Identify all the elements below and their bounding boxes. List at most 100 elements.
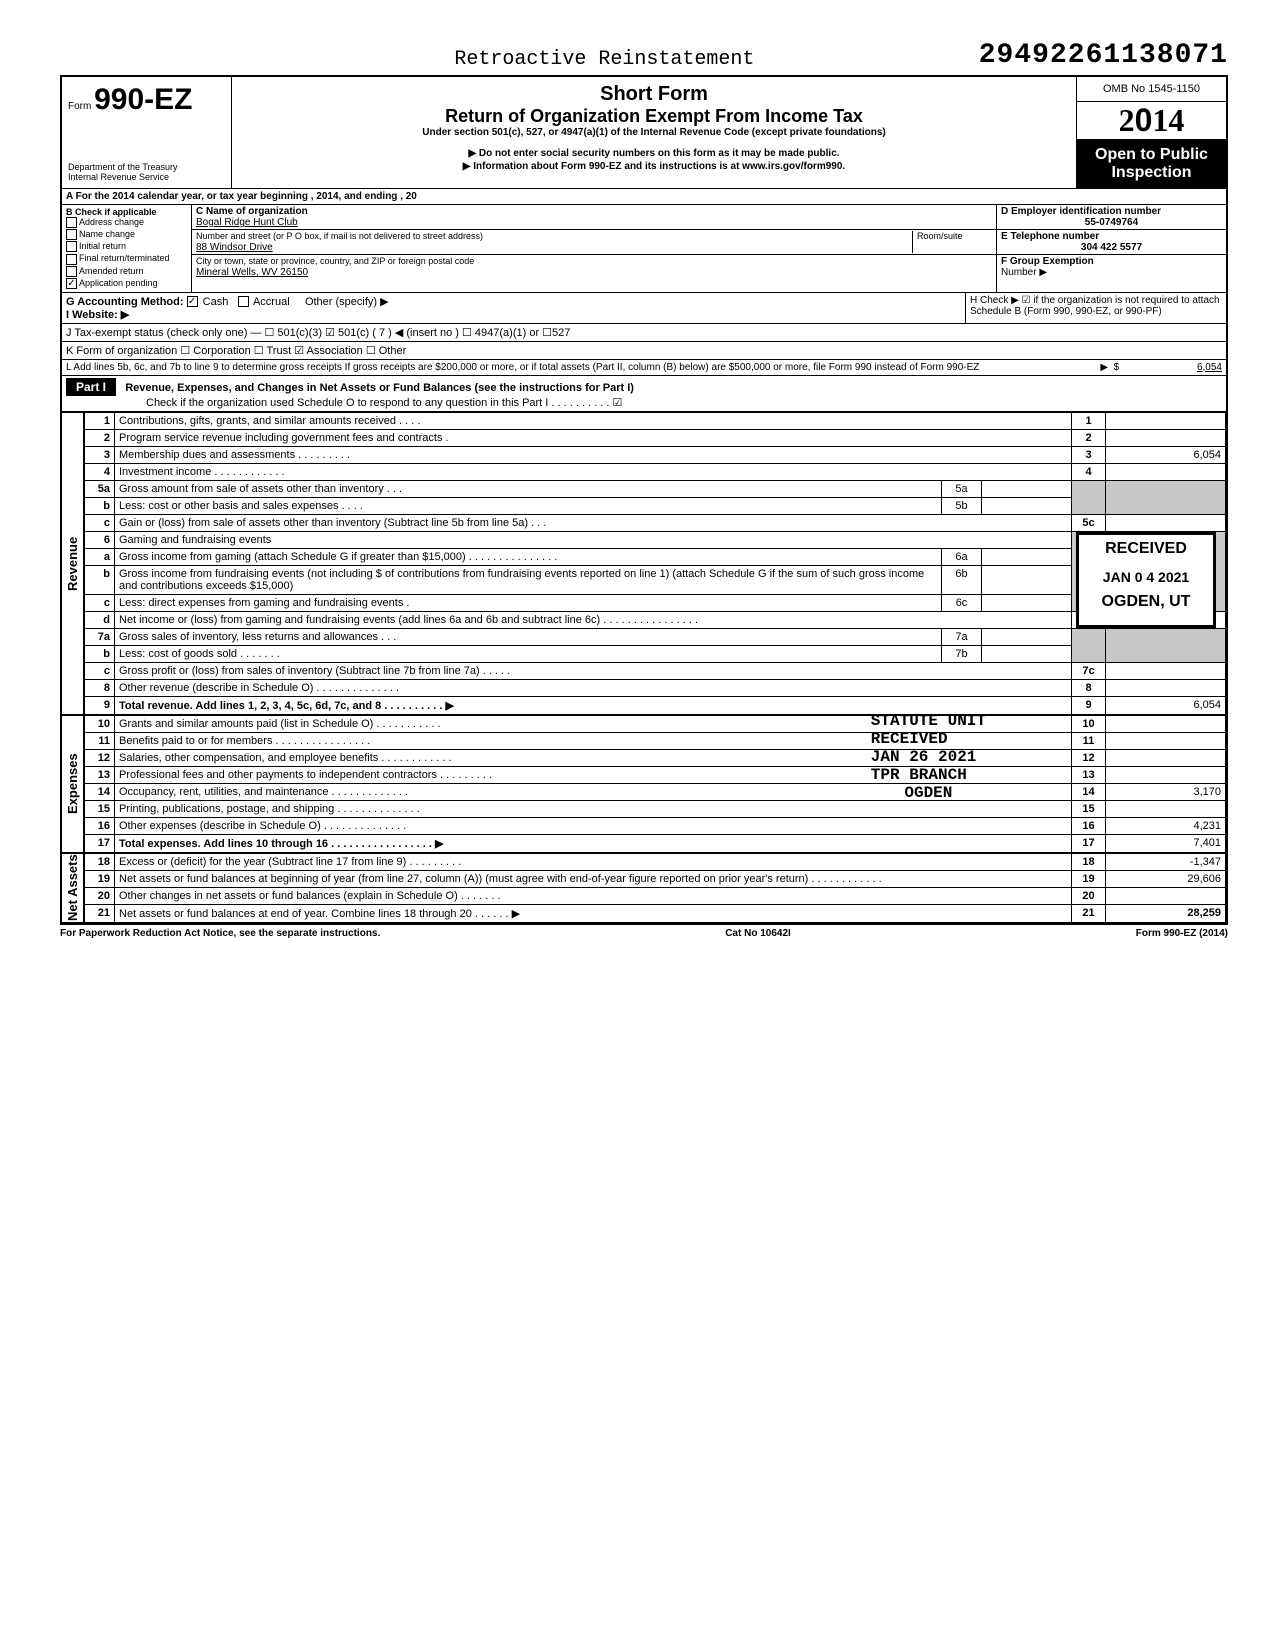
- revenue-table: 1Contributions, gifts, grants, and simil…: [84, 412, 1226, 715]
- footer-mid: Cat No 10642I: [725, 928, 791, 939]
- form-label: Form: [68, 101, 91, 112]
- open-public-badge: Open to Public Inspection: [1077, 140, 1226, 188]
- dept-treasury: Department of the Treasury: [68, 162, 225, 172]
- side-netassets: Net Assets: [62, 853, 84, 923]
- lines-container: RECEIVED JAN 0 4 2021 OGDEN, UT STATUTE …: [62, 412, 1226, 923]
- retro-title: Retroactive Reinstatement: [230, 48, 979, 71]
- city-label: City or town, state or province, country…: [196, 256, 474, 266]
- chk-name-change[interactable]: Name change: [66, 229, 187, 240]
- city-value: Mineral Wells, WV 26150: [196, 267, 308, 278]
- subtitle: Under section 501(c), 527, or 4947(a)(1)…: [240, 127, 1068, 138]
- g-label: G Accounting Method:: [66, 296, 184, 308]
- chk-app-pending[interactable]: ✓Application pending: [66, 278, 187, 289]
- footer-left: For Paperwork Reduction Act Notice, see …: [60, 928, 380, 939]
- line-13: 13Professional fees and other payments t…: [85, 766, 1226, 783]
- line-16: 16Other expenses (describe in Schedule O…: [85, 817, 1226, 834]
- col-def: D Employer identification number 55-0749…: [996, 205, 1226, 292]
- line-14: 14Occupancy, rent, utilities, and mainte…: [85, 783, 1226, 800]
- street-row: Number and street (or P O box, if mail i…: [192, 230, 996, 255]
- line-12: 12Salaries, other compensation, and empl…: [85, 749, 1226, 766]
- room-label: Room/suite: [912, 231, 992, 253]
- part1-check-line: Check if the organization used Schedule …: [66, 396, 1222, 409]
- org-name: Bogal Ridge Hunt Club: [196, 217, 298, 228]
- department-box: Department of the Treasury Internal Reve…: [68, 162, 225, 182]
- section-bcdef: B Check if applicable Address change Nam…: [62, 205, 1226, 293]
- cash-label: Cash: [203, 296, 229, 308]
- chk-initial-return[interactable]: Initial return: [66, 241, 187, 252]
- chk-accrual[interactable]: [238, 296, 249, 307]
- side-expenses: Expenses: [62, 715, 84, 853]
- line-j: J Tax-exempt status (check only one) — ☐…: [62, 324, 1226, 341]
- line-7c: cGross profit or (loss) from sales of in…: [85, 662, 1226, 679]
- line-8: 8Other revenue (describe in Schedule O) …: [85, 679, 1226, 696]
- street-value: 88 Windsor Drive: [196, 242, 273, 253]
- short-form-heading: Short Form: [240, 83, 1068, 106]
- part1-badge: Part I: [66, 378, 116, 396]
- line-a: A For the 2014 calendar year, or tax yea…: [62, 189, 1226, 205]
- title-right: OMB No 1545-1150 20201414 Open to Public…: [1076, 77, 1226, 188]
- ein-value: 55-0749764: [1001, 217, 1222, 228]
- line-i: I Website: ▶: [66, 308, 961, 321]
- netassets-table: 18Excess or (deficit) for the year (Subt…: [84, 853, 1226, 923]
- document-number: 29492261138071: [979, 40, 1228, 71]
- line-4: 4Investment income . . . . . . . . . . .…: [85, 463, 1226, 480]
- chk-amended[interactable]: Amended return: [66, 266, 187, 277]
- form-id-box: Form 990-EZ Department of the Treasury I…: [62, 77, 232, 188]
- e-phone-row: E Telephone number 304 422 5577: [997, 230, 1226, 255]
- omb-number: OMB No 1545-1150: [1077, 77, 1226, 102]
- irs-label: Internal Revenue Service: [68, 172, 225, 182]
- line-5b: bLess: cost or other basis and sales exp…: [85, 497, 1226, 514]
- info-url: ▶ Information about Form 990-EZ and its …: [240, 161, 1068, 172]
- chk-final-return[interactable]: Final return/terminated: [66, 253, 187, 264]
- received-date: JAN 0 4 2021: [1079, 568, 1213, 586]
- phone-value: 304 422 5577: [1001, 242, 1222, 253]
- street-label: Number and street (or P O box, if mail i…: [196, 231, 483, 241]
- line-1: 1Contributions, gifts, grants, and simil…: [85, 412, 1226, 429]
- title-center: Short Form Return of Organization Exempt…: [232, 77, 1076, 188]
- part1-heading: Revenue, Expenses, and Changes in Net As…: [125, 382, 634, 394]
- row-gh: G Accounting Method: ✓ Cash Accrual Othe…: [62, 293, 1226, 324]
- received-label: RECEIVED: [1079, 539, 1213, 560]
- line-20: 20Other changes in net assets or fund ba…: [85, 887, 1226, 904]
- line-21: 21Net assets or fund balances at end of …: [85, 904, 1226, 922]
- line-18: 18Excess or (deficit) for the year (Subt…: [85, 853, 1226, 870]
- line-k-row: K Form of organization ☐ Corporation ☐ T…: [62, 342, 1226, 360]
- expenses-block: Expenses 10Grants and similar amounts pa…: [62, 715, 1226, 853]
- city-row: City or town, state or province, country…: [192, 255, 996, 279]
- revenue-block: Revenue 1Contributions, gifts, grants, a…: [62, 412, 1226, 715]
- c-name-row: C Name of organization Bogal Ridge Hunt …: [192, 205, 996, 230]
- expenses-table: 10Grants and similar amounts paid (list …: [84, 715, 1226, 853]
- chk-cash[interactable]: ✓: [187, 296, 198, 307]
- gross-receipts-value: 6,054: [1122, 362, 1222, 373]
- line-9: 9Total revenue. Add lines 1, 2, 3, 4, 5c…: [85, 696, 1226, 714]
- ssn-warning: ▶ Do not enter social security numbers o…: [240, 148, 1068, 159]
- line-j-row: J Tax-exempt status (check only one) — ☐…: [62, 324, 1226, 342]
- chk-address-change[interactable]: Address change: [66, 217, 187, 228]
- line-l: L Add lines 5b, 6c, and 7b to line 9 to …: [66, 362, 979, 373]
- footer: For Paperwork Reduction Act Notice, see …: [60, 925, 1228, 942]
- accrual-label: Accrual: [253, 296, 290, 308]
- received-stamp: RECEIVED JAN 0 4 2021 OGDEN, UT: [1076, 532, 1216, 628]
- ogden-label: OGDEN, UT: [1079, 592, 1213, 613]
- line-3: 3Membership dues and assessments . . . .…: [85, 446, 1226, 463]
- line-6a: aGross income from gaming (attach Schedu…: [85, 548, 1226, 565]
- tax-year: 20201414: [1077, 102, 1226, 140]
- line-l-row: L Add lines 5b, 6c, and 7b to line 9 to …: [62, 360, 1226, 376]
- d-label: D Employer identification number: [1001, 206, 1161, 217]
- col-b-checkboxes: B Check if applicable Address change Nam…: [62, 205, 192, 292]
- top-header: Retroactive Reinstatement 29492261138071: [60, 40, 1228, 71]
- line-19: 19Net assets or fund balances at beginni…: [85, 870, 1226, 887]
- line-2: 2Program service revenue including gover…: [85, 429, 1226, 446]
- f-label: F Group Exemption: [1001, 256, 1094, 267]
- line-17: 17Total expenses. Add lines 10 through 1…: [85, 834, 1226, 852]
- line-15: 15Printing, publications, postage, and s…: [85, 800, 1226, 817]
- line-7a: 7aGross sales of inventory, less returns…: [85, 628, 1226, 645]
- title-row: Form 990-EZ Department of the Treasury I…: [62, 77, 1226, 189]
- footer-right: Form 990-EZ (2014): [1136, 928, 1228, 939]
- main-title: Return of Organization Exempt From Incom…: [240, 106, 1068, 127]
- form-number: Form 990-EZ: [68, 83, 225, 117]
- d-ein-row: D Employer identification number 55-0749…: [997, 205, 1226, 230]
- form-990ez: 990-EZ: [94, 83, 192, 116]
- line-10: 10Grants and similar amounts paid (list …: [85, 715, 1226, 732]
- line-5a: 5aGross amount from sale of assets other…: [85, 480, 1226, 497]
